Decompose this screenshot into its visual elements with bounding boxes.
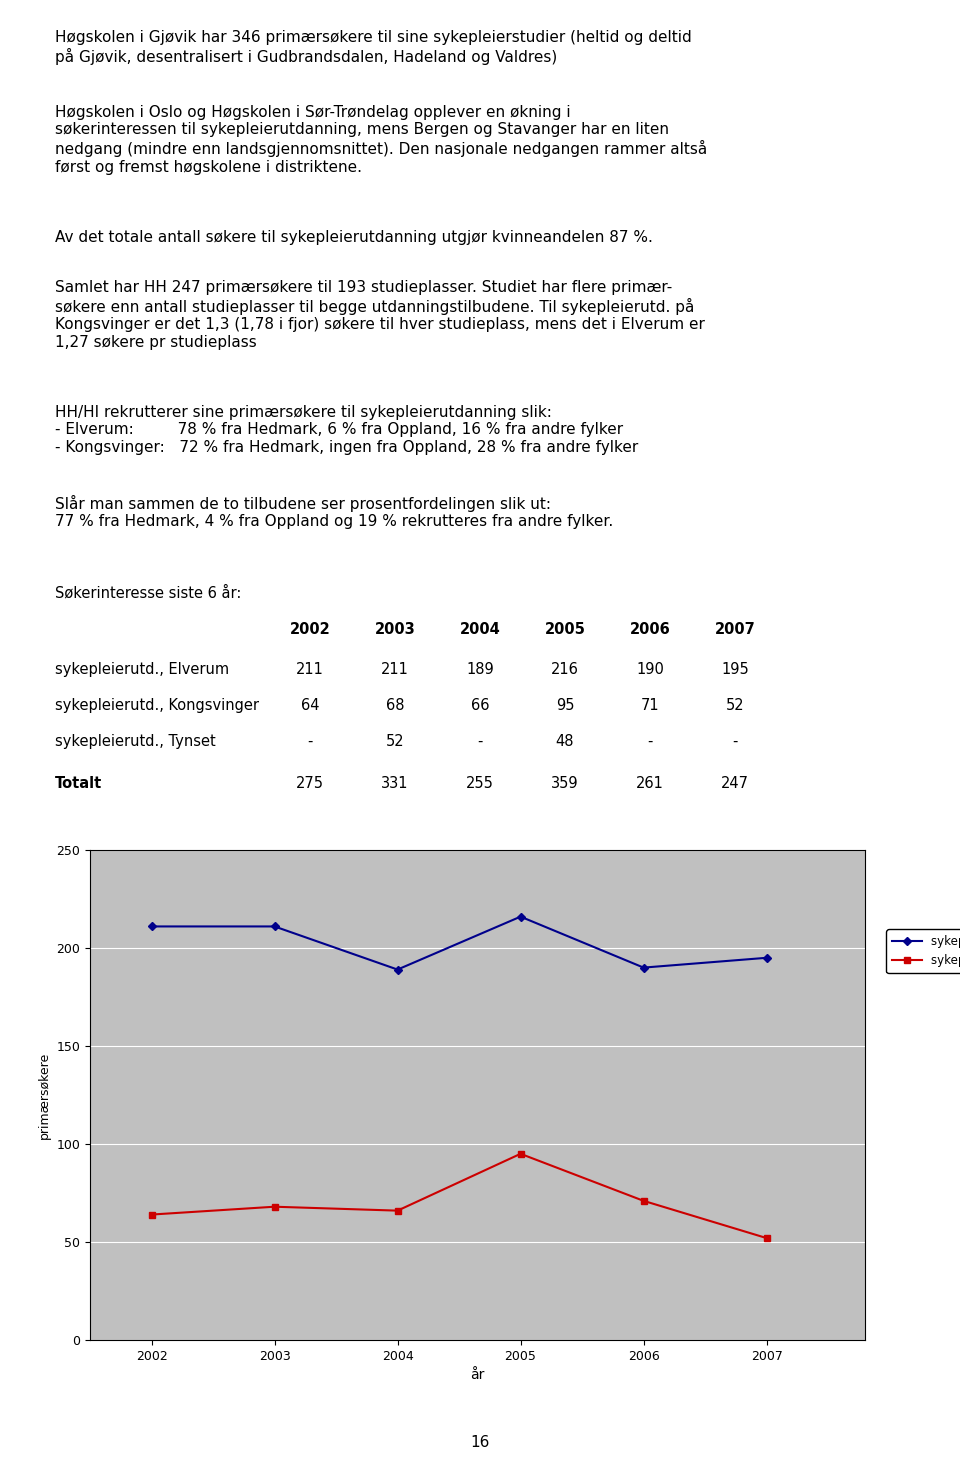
Text: 189: 189	[467, 662, 493, 677]
sykepleierutd., Kongsvinger	[637, 1192, 649, 1210]
Text: 255: 255	[466, 776, 494, 791]
Text: Av det totale antall søkere til sykepleierutdanning utgjør kvinneandelen 87 %.: Av det totale antall søkere til sykeplei…	[55, 230, 653, 245]
Text: 190: 190	[636, 662, 664, 677]
Text: 359: 359	[551, 776, 579, 791]
sykepleierutd., Kongsvinger	[269, 1198, 280, 1215]
Text: -: -	[647, 735, 653, 749]
Text: 211: 211	[381, 662, 409, 677]
Text: 275: 275	[296, 776, 324, 791]
Text: 2004: 2004	[460, 622, 500, 637]
Text: 16: 16	[470, 1435, 490, 1450]
Text: 211: 211	[296, 662, 324, 677]
Text: 261: 261	[636, 776, 664, 791]
Text: 2003: 2003	[374, 622, 416, 637]
Line: sykepleierutd., Elverum: sykepleierutd., Elverum	[149, 914, 769, 972]
Line: sykepleierutd., Kongsvinger: sykepleierutd., Kongsvinger	[149, 1150, 769, 1240]
Text: 2002: 2002	[290, 622, 330, 637]
Legend: sykepleierutd., Elverum, sykepleierutd., Kongsvinger: sykepleierutd., Elverum, sykepleierutd.,…	[886, 929, 960, 974]
Text: 52: 52	[386, 735, 404, 749]
X-axis label: år: år	[470, 1369, 485, 1382]
Text: 2007: 2007	[714, 622, 756, 637]
Text: 66: 66	[470, 698, 490, 712]
sykepleierutd., Elverum	[515, 907, 526, 925]
Text: Totalt: Totalt	[55, 776, 103, 791]
sykepleierutd., Kongsvinger	[146, 1205, 157, 1223]
Text: 331: 331	[381, 776, 409, 791]
Text: 71: 71	[640, 698, 660, 712]
Text: HH/HI rekrutterer sine primærsøkere til sykepleierutdanning slik:
- Elverum:    : HH/HI rekrutterer sine primærsøkere til …	[55, 406, 638, 454]
sykepleierutd., Kongsvinger	[392, 1202, 403, 1220]
Y-axis label: primærsøkere: primærsøkere	[37, 1052, 51, 1139]
sykepleierutd., Elverum	[392, 960, 403, 978]
Text: 247: 247	[721, 776, 749, 791]
Text: 2005: 2005	[544, 622, 586, 637]
Text: Søkerinteresse siste 6 år:: Søkerinteresse siste 6 år:	[55, 586, 241, 600]
Text: 52: 52	[726, 698, 744, 712]
Text: Høgskolen i Gjøvik har 346 primærsøkere til sine sykepleierstudier (heltid og de: Høgskolen i Gjøvik har 346 primærsøkere …	[55, 30, 692, 65]
Text: sykepleierutd., Elverum: sykepleierutd., Elverum	[55, 662, 229, 677]
Text: 68: 68	[386, 698, 404, 712]
Text: Høgskolen i Oslo og Høgskolen i Sør-Trøndelag opplever en økning i
søkerinteress: Høgskolen i Oslo og Høgskolen i Sør-Trøn…	[55, 105, 708, 174]
Text: 2006: 2006	[630, 622, 670, 637]
sykepleierutd., Kongsvinger	[515, 1145, 526, 1162]
Text: 48: 48	[556, 735, 574, 749]
sykepleierutd., Elverum	[761, 948, 773, 966]
Text: Slår man sammen de to tilbudene ser prosentfordelingen slik ut:
77 % fra Hedmark: Slår man sammen de to tilbudene ser pros…	[55, 496, 613, 530]
Text: -: -	[307, 735, 313, 749]
sykepleierutd., Elverum	[146, 917, 157, 935]
Text: -: -	[732, 735, 737, 749]
Text: -: -	[477, 735, 483, 749]
Text: sykepleierutd., Kongsvinger: sykepleierutd., Kongsvinger	[55, 698, 259, 712]
Text: sykepleierutd., Tynset: sykepleierutd., Tynset	[55, 735, 216, 749]
sykepleierutd., Kongsvinger	[761, 1229, 773, 1246]
sykepleierutd., Elverum	[269, 917, 280, 935]
Text: 95: 95	[556, 698, 574, 712]
Text: 216: 216	[551, 662, 579, 677]
Text: 64: 64	[300, 698, 320, 712]
sykepleierutd., Elverum	[637, 959, 649, 976]
Text: 195: 195	[721, 662, 749, 677]
Text: Samlet har HH 247 primærsøkere til 193 studieplasser. Studiet har flere primær-
: Samlet har HH 247 primærsøkere til 193 s…	[55, 280, 705, 350]
